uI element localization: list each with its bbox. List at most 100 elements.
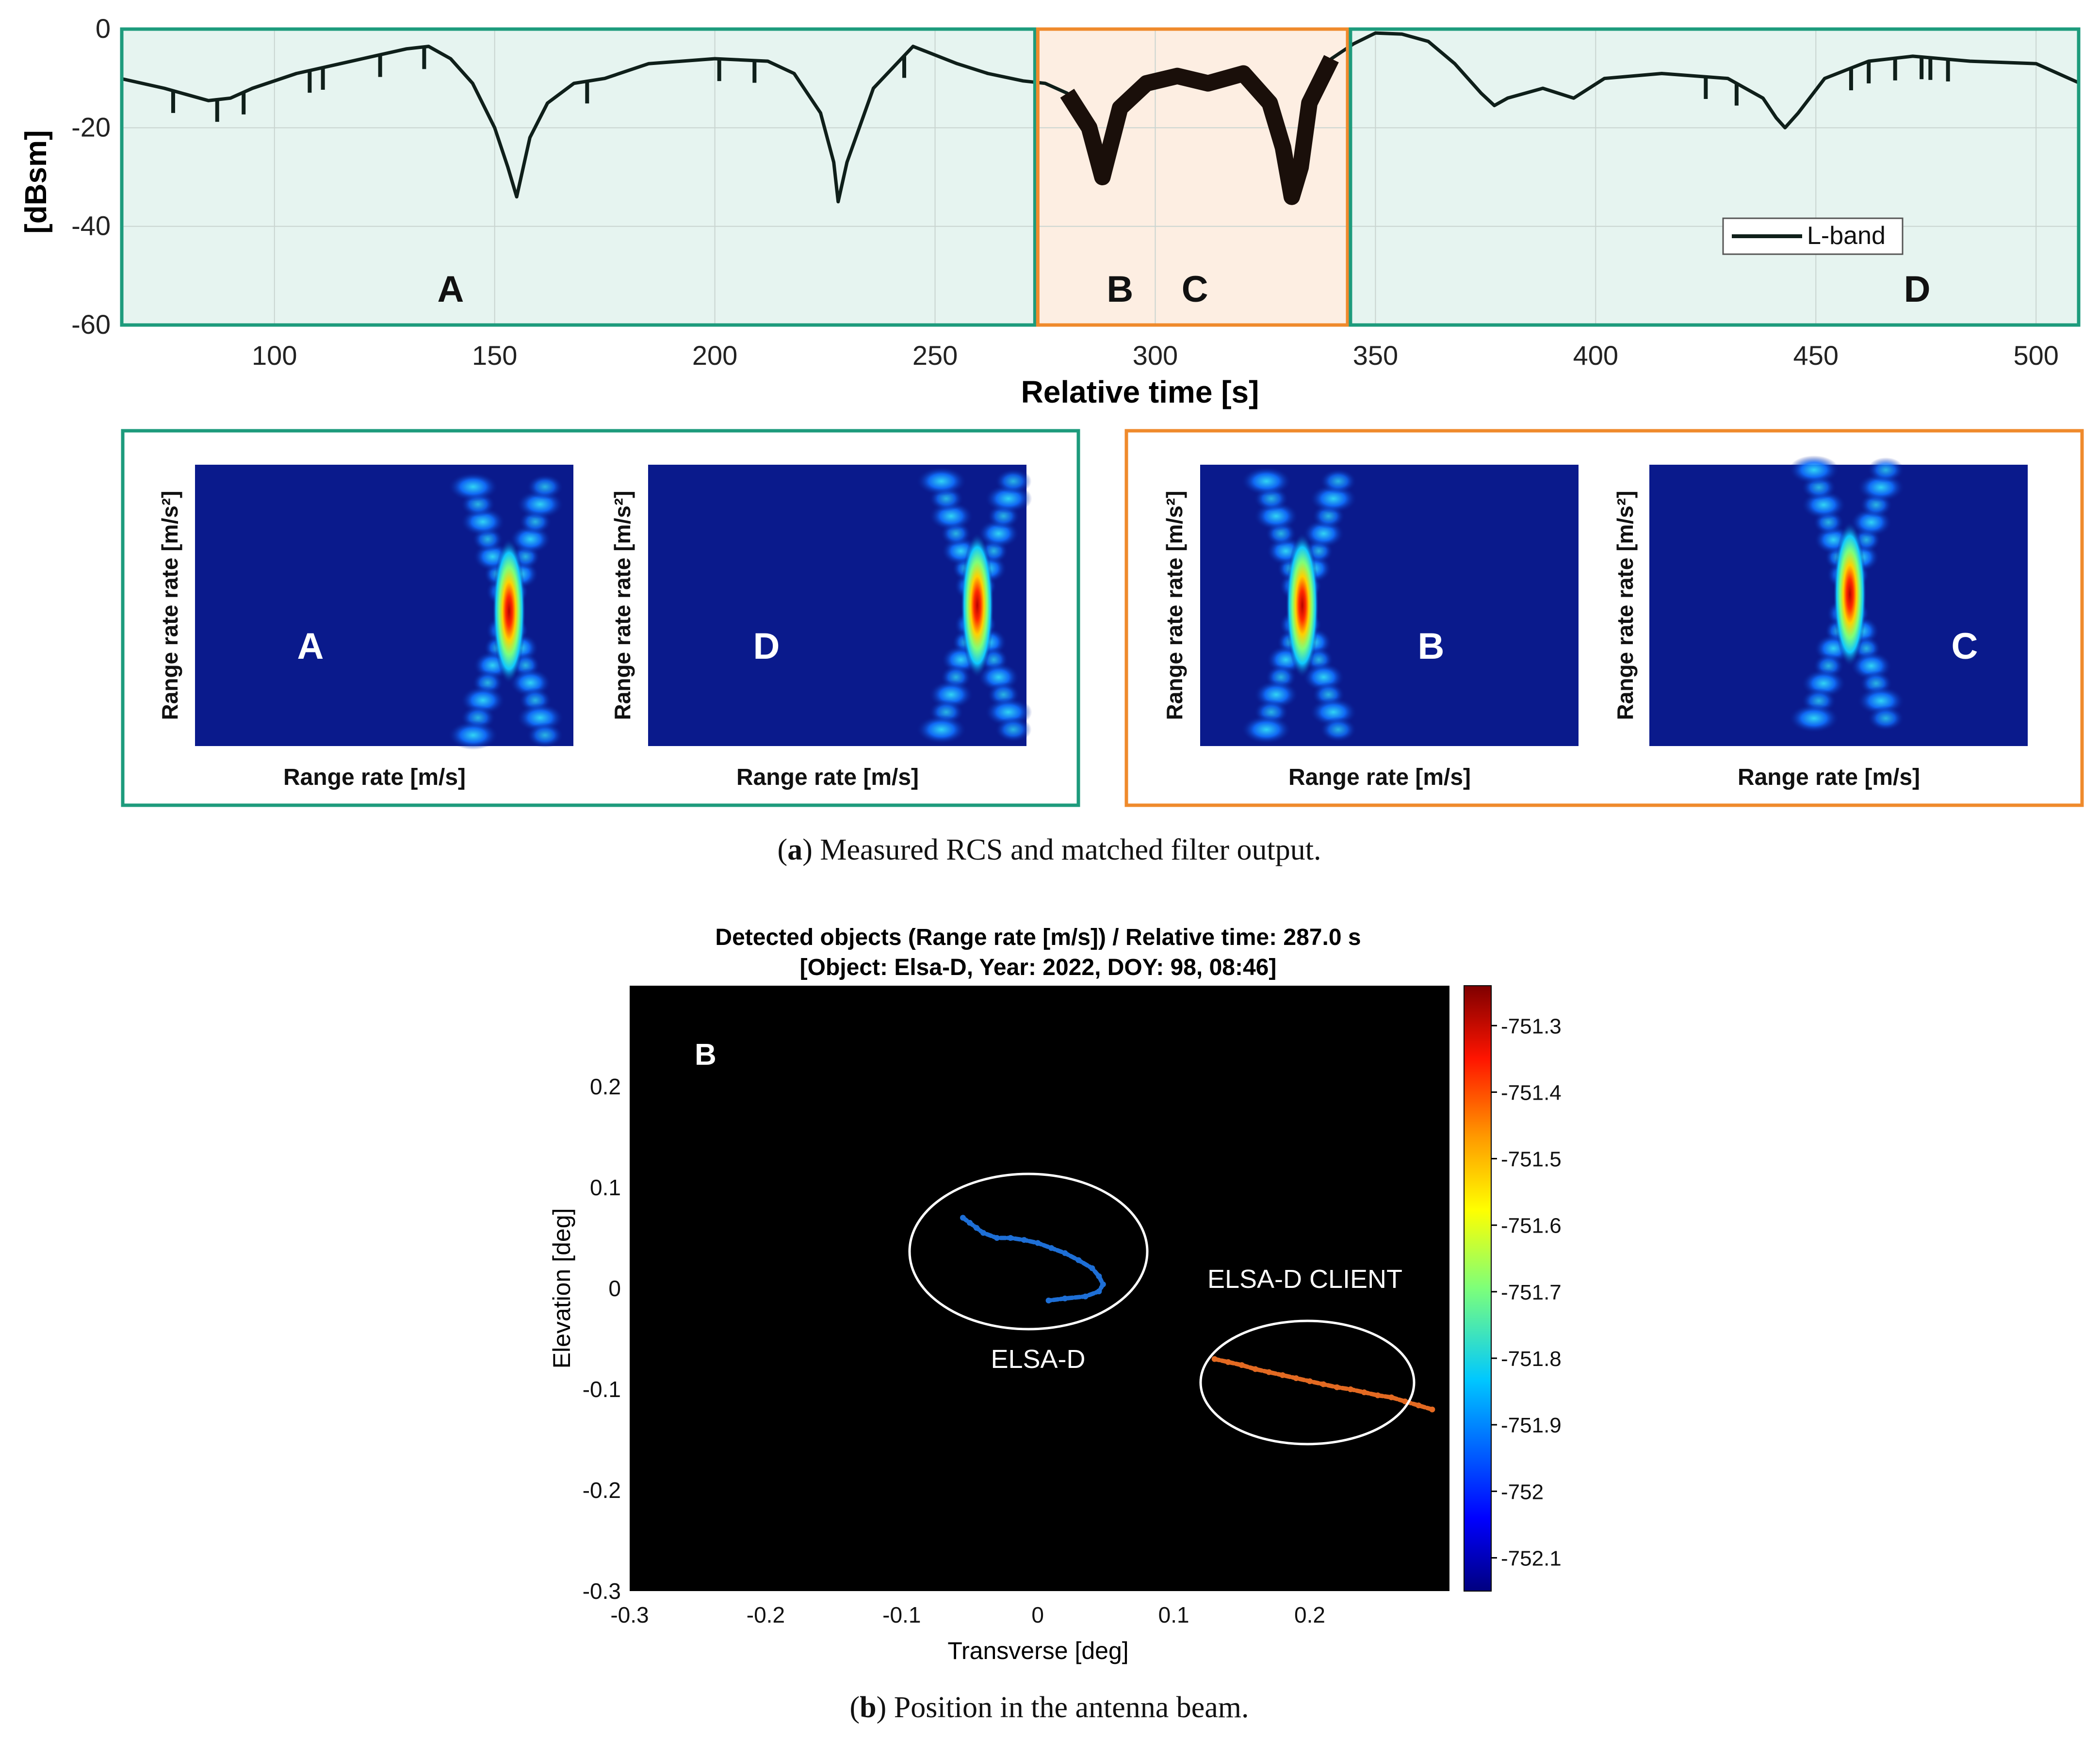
group-box-green [121, 429, 1080, 807]
heatmap-label-C: C [1952, 626, 1978, 667]
x-tick-label: 350 [1353, 340, 1398, 371]
scatter-point [1075, 1257, 1082, 1263]
y-axis-label: [dBsm] [19, 130, 53, 234]
colorbar-tick-label: -751.5 [1501, 1148, 1562, 1171]
heatmap-lobe [448, 720, 499, 750]
scatter-point [1045, 1297, 1052, 1303]
heatmap-lobe [994, 717, 1032, 742]
scatter-point [1238, 1362, 1245, 1368]
scatter-point [1307, 1378, 1313, 1384]
scatter-point [1402, 1398, 1408, 1404]
scatter-point [1416, 1402, 1422, 1409]
scatter-point [1096, 1273, 1102, 1280]
elsa-d-client-ellipse [1199, 1319, 1416, 1446]
legend: L-band [1722, 217, 1904, 255]
annotation-elsa-d: ELSA-D [991, 1345, 1085, 1374]
scatter-point [1100, 1281, 1106, 1287]
colorbar-tick-label: -751.8 [1501, 1347, 1562, 1371]
scatter-point [980, 1230, 987, 1236]
heatmap-lobe [916, 715, 967, 744]
heatmap-y-label: Range rate rate [m/s²] [610, 491, 635, 720]
panel-label: B [695, 1038, 716, 1072]
x-tick-label: 300 [1133, 340, 1178, 371]
y-tick-label: -0.2 [583, 1478, 621, 1503]
scatter-point [1225, 1359, 1231, 1365]
scatter-point [1279, 1372, 1286, 1378]
scatter-point [1320, 1381, 1327, 1387]
x-axis-label: Relative time [s] [1021, 374, 1259, 409]
heatmap-lobe [1319, 717, 1357, 742]
region-label-C: C [1182, 269, 1208, 310]
scatter-point [994, 1235, 1000, 1241]
x-tick-label: 150 [472, 340, 517, 371]
colorbar-tick-label: -752 [1501, 1480, 1544, 1504]
heatmap-peak [1286, 533, 1319, 678]
scatter-point [1008, 1235, 1014, 1241]
caption-b: (b) Position in the antenna beam. [849, 1691, 1249, 1724]
y-tick-label: -0.1 [583, 1377, 621, 1402]
scatter-point [1429, 1406, 1435, 1413]
y-tick-label: -20 [71, 112, 111, 142]
scatter-point [1021, 1237, 1027, 1243]
scatter-point [1082, 1293, 1089, 1300]
heatmap-lobe [1319, 469, 1357, 494]
colorbar-tick-label: -751.7 [1501, 1281, 1562, 1304]
scatter-point [974, 1225, 980, 1231]
heatmap-panel-C: C Range rate [m/s] Range rate rate [m/s²] [1612, 455, 2028, 790]
series-band-noisy [1060, 55, 1339, 205]
x-tick-label: -0.2 [747, 1602, 785, 1627]
heatmap-label-B: B [1418, 626, 1445, 667]
colorbar [1464, 985, 1492, 1592]
plot-area [630, 986, 1449, 1591]
y-tick-label: 0 [96, 13, 111, 44]
x-tick-label: 450 [1793, 340, 1839, 371]
scatter-point [1089, 1265, 1095, 1271]
heatmap-panel-A: A Range rate [m/s] Range rate rate [m/s²] [157, 465, 573, 790]
heatmap-lobe [1241, 715, 1292, 744]
x-tick-label: 500 [2013, 340, 2058, 371]
heatmap-x-label: Range rate [m/s] [1288, 764, 1471, 790]
scatter-point [1062, 1295, 1068, 1301]
elsa-d-ellipse [908, 1172, 1149, 1331]
scatter-point [1062, 1250, 1068, 1256]
heatmap-lobe [526, 474, 564, 500]
caption-a: (a) Measured RCS and matched filter outp… [778, 833, 1321, 866]
region-fill [1350, 29, 2079, 325]
scatter-point [1361, 1389, 1367, 1396]
heatmap-x-label: Range rate [m/s] [736, 764, 919, 790]
y-tick-label: -60 [71, 309, 111, 340]
heatmap-x-label: Range rate [m/s] [283, 764, 466, 790]
x-tick-label: 100 [252, 340, 297, 371]
group-box-orange [1124, 429, 2084, 807]
x-axis-label: Transverse [deg] [947, 1637, 1128, 1664]
heatmap-label-A: A [297, 626, 324, 667]
x-tick-label: -0.3 [610, 1602, 649, 1627]
heatmap-lobe [526, 722, 564, 748]
y-tick-label: 0.1 [590, 1175, 621, 1200]
scatter-point [1388, 1394, 1395, 1400]
beam-scatter-plot: Detected objects (Range rate [m/s]) / Re… [548, 925, 1562, 1664]
scatter-point [1035, 1240, 1041, 1246]
y-tick-label: -40 [71, 211, 111, 241]
scatter-point [960, 1215, 966, 1221]
scatter-point [967, 1220, 973, 1226]
heatmap-peak [1833, 521, 1867, 667]
region-border [1349, 27, 2081, 327]
annotation-elsa-d-client: ELSA-D CLIENT [1207, 1265, 1402, 1294]
x-tick-label: 0 [1031, 1602, 1044, 1627]
colorbar-tick-label: -751.9 [1501, 1414, 1562, 1437]
colorbar-tick-label: -751.3 [1501, 1014, 1562, 1038]
heatmap-lobe [1867, 705, 1905, 731]
heatmap-y-label: Range rate rate [m/s²] [1162, 491, 1187, 720]
colorbar-tick-label: -751.4 [1501, 1081, 1562, 1105]
heatmap-peak [492, 538, 526, 684]
region-label-A: A [437, 269, 464, 310]
heatmap-panel-D: D Range rate [m/s] Range rate rate [m/s²] [610, 465, 1032, 790]
scatter-point [1334, 1384, 1340, 1390]
scatter-point [1375, 1392, 1381, 1399]
y-tick-label: -0.3 [583, 1578, 621, 1604]
heatmap-lobe [1789, 703, 1840, 733]
y-tick-label: 0 [608, 1276, 621, 1301]
heatmap-lobe [448, 472, 499, 502]
